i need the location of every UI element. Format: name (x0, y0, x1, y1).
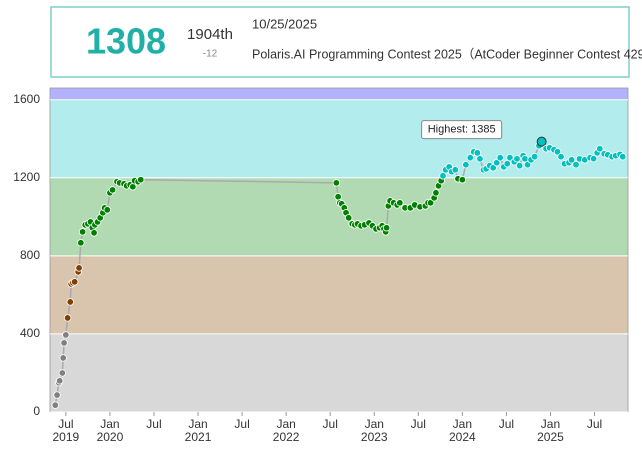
x-tick-label: Jul (411, 417, 426, 431)
x-year-label: 2020 (97, 430, 124, 444)
rating-band (50, 177, 628, 256)
rating-point (589, 154, 598, 163)
x-year-label: 2024 (449, 430, 476, 444)
x-tick-label: Jan (541, 417, 560, 431)
rating-point (553, 148, 562, 156)
rating: 1308 (86, 21, 166, 62)
y-tick-label: 800 (20, 248, 40, 262)
rating-point (515, 161, 524, 170)
rating-point (530, 153, 539, 161)
rating-point (458, 176, 467, 184)
status-box (50, 6, 630, 78)
x-tick-label: Jan (188, 417, 207, 431)
rating-point (63, 314, 72, 322)
rating-band (50, 255, 628, 334)
rating-band (50, 99, 628, 178)
x-tick-label: Jan (276, 417, 295, 431)
y-tick-label: 0 (33, 404, 40, 418)
x-tick-label: Jul (499, 417, 514, 431)
rating-point (334, 193, 342, 201)
rating-point (55, 377, 64, 385)
x-tick-label: Jul (58, 417, 73, 431)
rating-point (77, 239, 85, 247)
annotation: Highest: 1385 (428, 124, 496, 136)
x-year-label: 2019 (53, 430, 80, 444)
rating-point (59, 354, 67, 362)
x-tick-label: Jul (323, 417, 338, 431)
rating-point (108, 186, 117, 194)
x-year-label: 2022 (273, 430, 300, 444)
contest-date: 10/25/2025 (252, 16, 317, 31)
rating-point (439, 172, 447, 180)
rating-point (462, 161, 470, 169)
x-tick-label: Jul (587, 417, 602, 431)
rating-point (426, 199, 435, 207)
rating-point (513, 155, 521, 163)
x-year-label: 2025 (537, 430, 564, 444)
rating-point (496, 153, 504, 162)
rating-point (557, 153, 565, 161)
rating-point (137, 176, 145, 184)
rating-band (50, 333, 628, 412)
rating-point (90, 229, 98, 237)
rating-point (596, 145, 604, 153)
x-tick-label: Jan (453, 417, 472, 431)
rating-point (344, 214, 353, 222)
y-tick-label: 1600 (13, 92, 40, 106)
x-tick-label: Jan (100, 417, 119, 431)
rating-diff: -12 (203, 49, 218, 60)
rating-point (78, 228, 87, 236)
y-tick-label: 400 (20, 326, 40, 340)
y-tick-label: 1200 (13, 170, 40, 184)
x-tick-label: Jan (365, 417, 384, 431)
rating-point (75, 264, 83, 272)
rating-point (70, 278, 79, 286)
rating-point (476, 155, 484, 163)
rating-point (536, 136, 547, 147)
rating-point (572, 161, 580, 169)
rating-point (493, 159, 501, 167)
annotation-box (421, 120, 503, 140)
rating-point (619, 153, 627, 161)
rating-point (129, 183, 137, 191)
rating-point (451, 166, 460, 174)
rating-point (53, 391, 61, 399)
x-tick-label: Jul (234, 417, 249, 431)
rating-point (66, 298, 74, 306)
rating-point (103, 206, 111, 214)
rating-point (466, 153, 474, 162)
x-year-label: 2023 (361, 430, 388, 444)
rating-point (473, 149, 482, 157)
rating-point (51, 401, 59, 409)
rating-point (432, 189, 440, 197)
x-year-label: 2021 (185, 430, 212, 444)
x-tick-label: Jul (146, 417, 161, 431)
rating-point (567, 156, 576, 164)
rating-point (332, 179, 341, 187)
rating-point (382, 224, 391, 232)
rating-point (58, 369, 67, 377)
rating-point (523, 161, 532, 169)
rating-point (503, 160, 511, 168)
rating-point (62, 331, 70, 339)
rating-point (396, 199, 404, 207)
rank: 1904th (187, 26, 233, 43)
rating-point (60, 339, 68, 347)
contest-name: Polaris.AI Programming Contest 2025（AtCo… (252, 47, 642, 61)
rating-band (50, 88, 628, 100)
rating-point (489, 164, 497, 172)
